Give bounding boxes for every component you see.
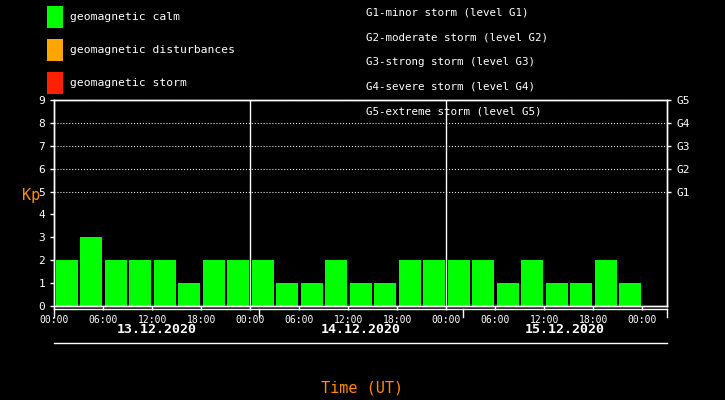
Text: geomagnetic disturbances: geomagnetic disturbances <box>70 45 236 55</box>
Text: geomagnetic storm: geomagnetic storm <box>70 78 187 88</box>
Y-axis label: Kp: Kp <box>22 188 40 203</box>
Bar <box>423 260 445 306</box>
Bar <box>497 283 519 306</box>
Bar <box>178 283 200 306</box>
Bar <box>521 260 543 306</box>
Text: G2-moderate storm (level G2): G2-moderate storm (level G2) <box>366 32 548 42</box>
Bar <box>301 283 323 306</box>
Bar <box>227 260 249 306</box>
Bar <box>56 260 78 306</box>
Bar <box>129 260 152 306</box>
Text: G3-strong storm (level G3): G3-strong storm (level G3) <box>366 57 535 67</box>
Bar <box>276 283 298 306</box>
Bar <box>447 260 470 306</box>
Bar <box>594 260 617 306</box>
Bar <box>546 283 568 306</box>
Bar <box>570 283 592 306</box>
Text: 14.12.2020: 14.12.2020 <box>320 323 401 336</box>
Bar <box>80 237 102 306</box>
Text: 13.12.2020: 13.12.2020 <box>117 323 196 336</box>
Text: geomagnetic calm: geomagnetic calm <box>70 12 181 22</box>
Text: Time (UT): Time (UT) <box>321 380 404 395</box>
Bar <box>619 283 642 306</box>
Bar <box>202 260 225 306</box>
Bar <box>399 260 420 306</box>
Text: G1-minor storm (level G1): G1-minor storm (level G1) <box>366 7 529 17</box>
Text: G4-severe storm (level G4): G4-severe storm (level G4) <box>366 82 535 92</box>
Bar <box>154 260 175 306</box>
Text: 15.12.2020: 15.12.2020 <box>525 323 605 336</box>
Bar <box>472 260 494 306</box>
Bar <box>325 260 347 306</box>
Bar <box>252 260 274 306</box>
Bar <box>374 283 397 306</box>
Bar <box>104 260 127 306</box>
Bar <box>349 283 372 306</box>
Text: G5-extreme storm (level G5): G5-extreme storm (level G5) <box>366 106 542 116</box>
